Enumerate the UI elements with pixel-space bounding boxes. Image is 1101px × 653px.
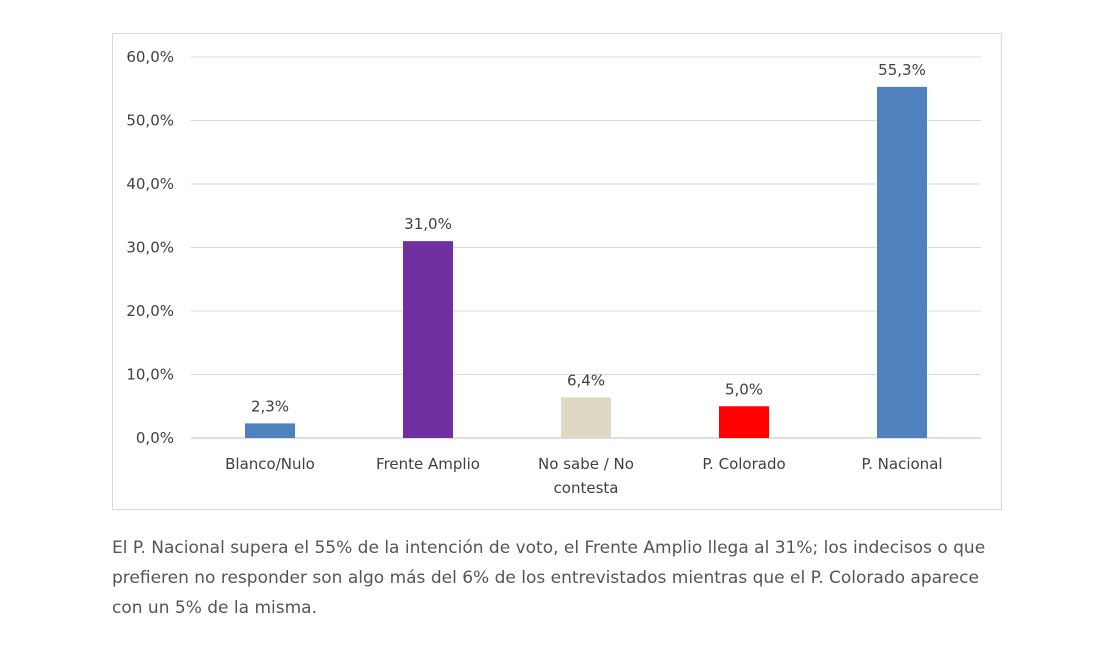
x-tick-label: P. Colorado <box>702 455 785 473</box>
y-tick-label: 60,0% <box>126 48 174 66</box>
bar <box>403 241 453 438</box>
x-tick-label: Frente Amplio <box>376 455 480 473</box>
data-label: 5,0% <box>725 380 763 398</box>
data-label: 2,3% <box>251 397 289 415</box>
y-tick-label: 30,0% <box>126 239 174 257</box>
chart-frame: 0,0% 10,0% 20,0% 30,0% 40,0% 50,0% 60,0% 2,3% Bl… <box>112 33 1002 510</box>
x-tick-label: No sabe / No contesta <box>538 455 634 497</box>
bar <box>719 406 769 438</box>
bar-chart: 0,0% 10,0% 20,0% 30,0% 40,0% 50,0% 60,0% 2,3% Bl… <box>126 48 981 497</box>
y-tick-label: 50,0% <box>126 112 174 130</box>
bar <box>561 397 611 438</box>
data-label: 31,0% <box>404 215 452 233</box>
bar <box>245 423 295 438</box>
y-tick-label: 40,0% <box>126 175 174 193</box>
bar <box>877 86 927 438</box>
x-tick-label: Blanco/Nulo <box>225 455 315 473</box>
x-tick-label: P. Nacional <box>861 455 942 473</box>
data-label: 55,3% <box>878 61 926 79</box>
y-tick-label: 20,0% <box>126 302 174 320</box>
y-tick-label: 0,0% <box>136 429 174 447</box>
y-tick-label: 10,0% <box>126 366 174 384</box>
chart-caption: El P. Nacional supera el 55% de la inten… <box>112 538 986 618</box>
data-label: 6,4% <box>567 371 605 389</box>
